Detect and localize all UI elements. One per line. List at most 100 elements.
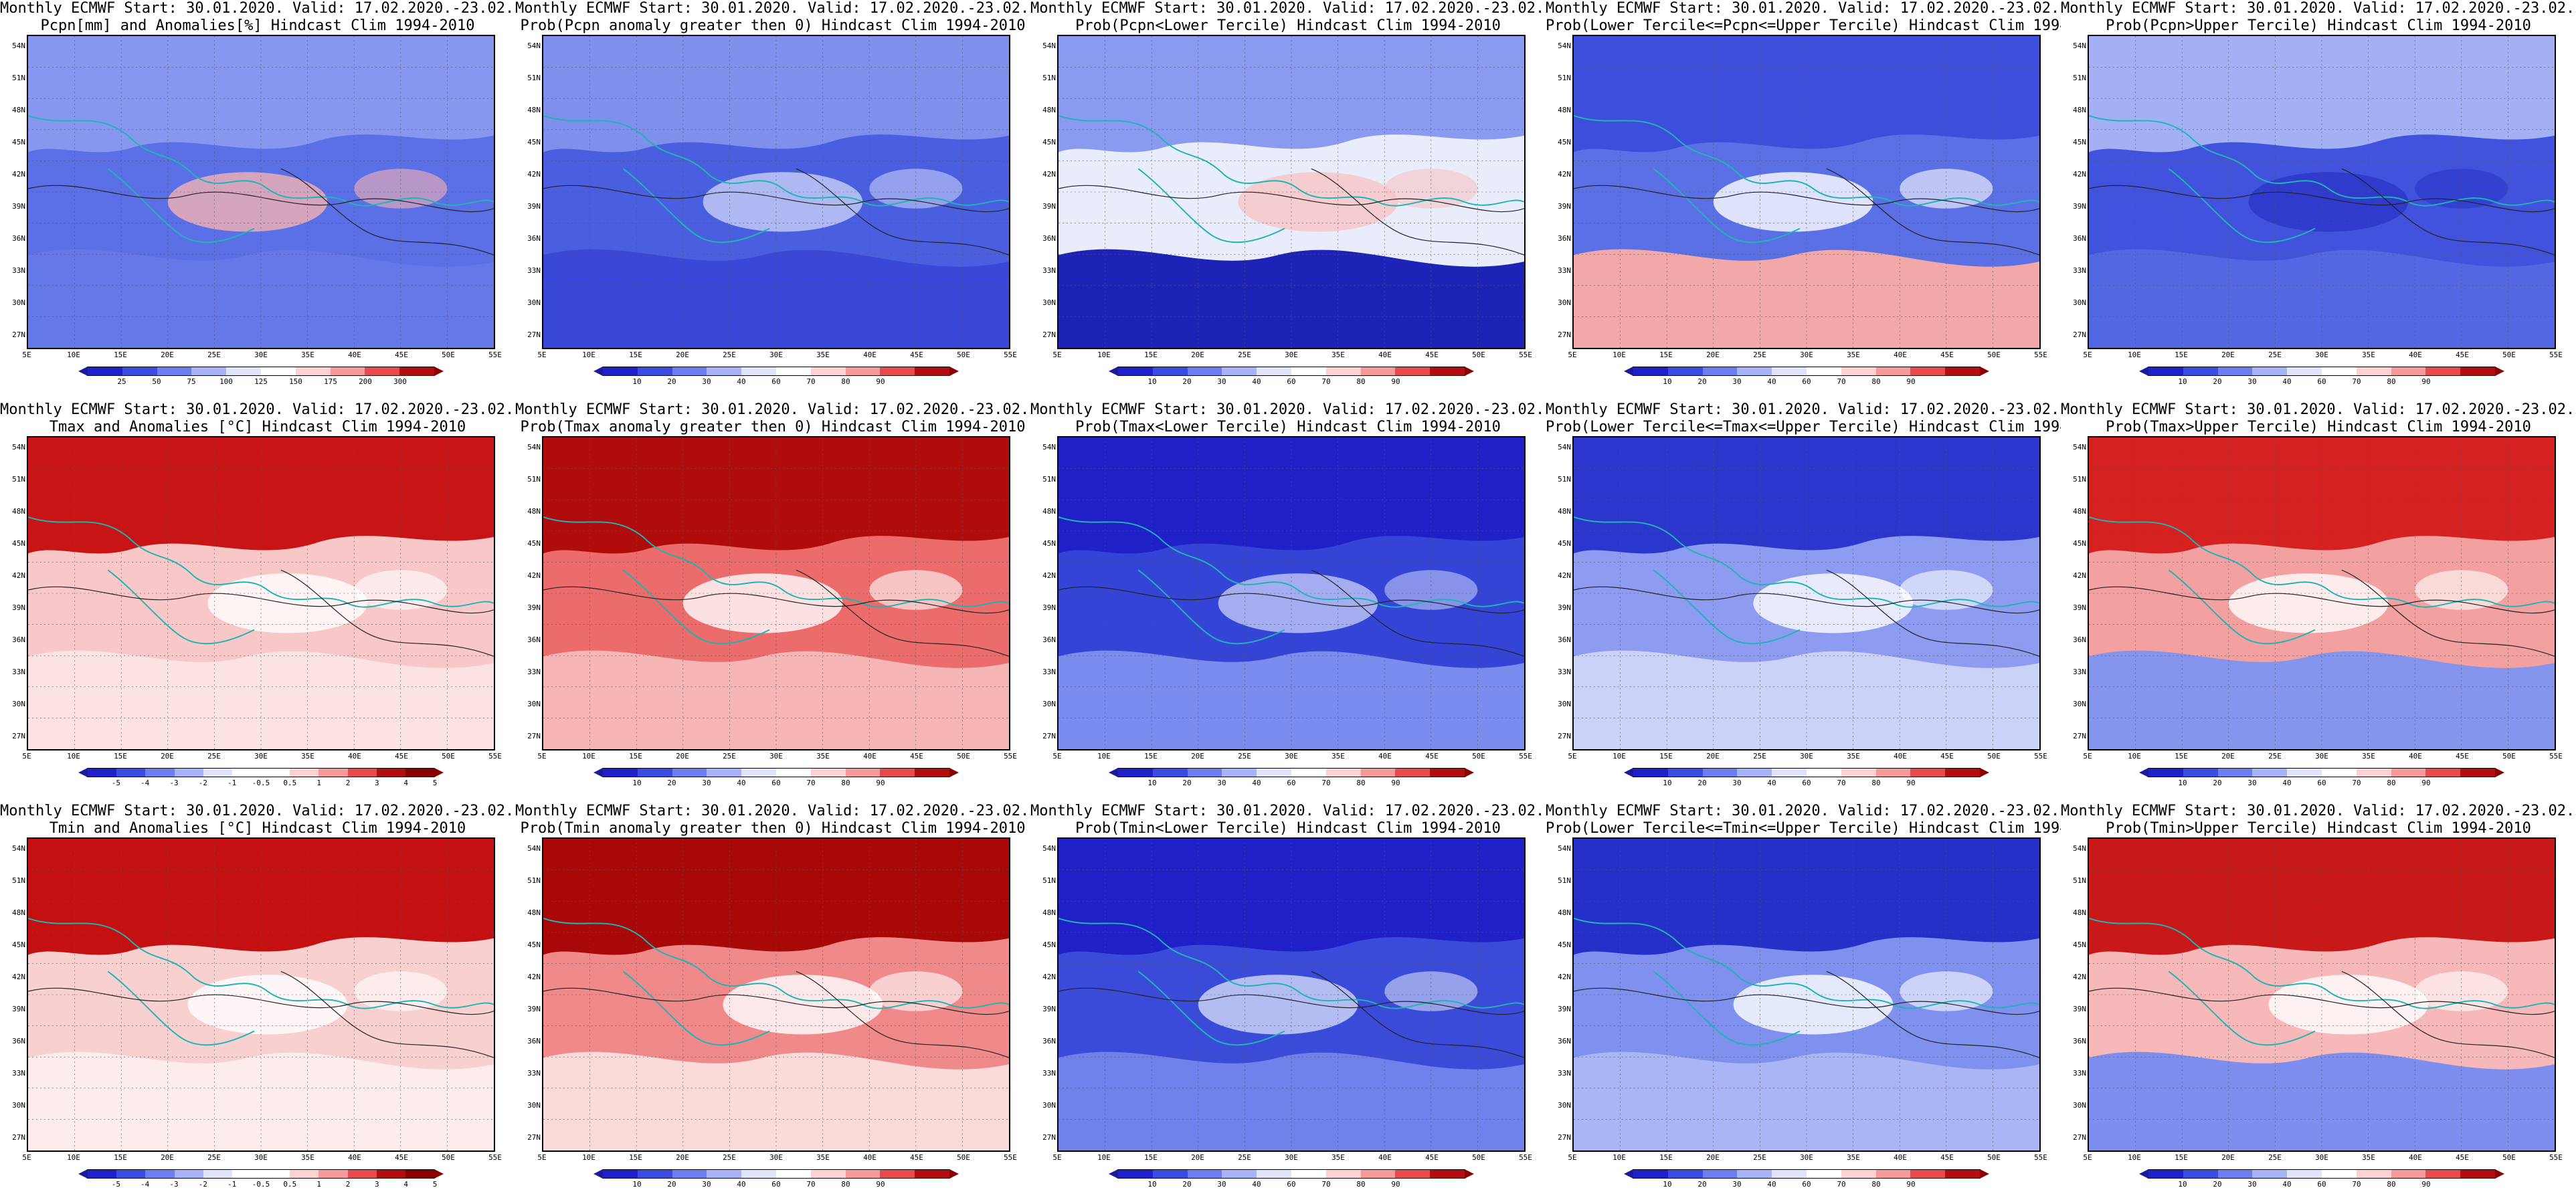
longitude-tick-label: 30E bbox=[769, 350, 783, 359]
colorbar-tick-label: 30 bbox=[1732, 377, 1742, 386]
colorbar-segment bbox=[2148, 367, 2183, 375]
colorbar-end-arrow bbox=[2495, 1169, 2504, 1179]
colorbar-segment bbox=[1325, 769, 1361, 777]
field-north-band bbox=[543, 36, 1009, 153]
longitude-tick-label: 40E bbox=[348, 350, 361, 359]
longitude-tick-label: 10E bbox=[1613, 752, 1626, 761]
colorbar-segment bbox=[318, 769, 348, 777]
colorbar-segment bbox=[2391, 367, 2426, 375]
panel-title-line1: Monthly ECMWF Start: 30.01.2020. Valid: … bbox=[0, 0, 515, 17]
colorbar-tick-label: 90 bbox=[1391, 779, 1400, 787]
longitude-tick-label: 5E bbox=[1052, 752, 1062, 761]
longitude-tick-label: 15E bbox=[1144, 1153, 1158, 1162]
latitude-tick-label: 39N bbox=[1042, 202, 1056, 211]
latitude-tick-label: 33N bbox=[1558, 668, 1571, 676]
latitude-tick-label: 51N bbox=[527, 475, 541, 484]
longitude-tick-label: 20E bbox=[161, 752, 174, 761]
colorbar-end-arrow bbox=[1624, 367, 1633, 376]
longitude-tick-label: 20E bbox=[1191, 350, 1204, 359]
coastline bbox=[1137, 971, 1285, 1046]
coastline bbox=[2168, 971, 2316, 1046]
longitude-tick-label: 45E bbox=[395, 752, 408, 761]
latitude-tick-label: 54N bbox=[527, 443, 541, 452]
colorbar-segment bbox=[880, 1170, 915, 1178]
longitude-tick-label: 40E bbox=[1894, 350, 1907, 359]
latitude-tick-label: 27N bbox=[2073, 330, 2086, 339]
colorbar-tick-label: 20 bbox=[667, 377, 676, 386]
colorbar-tick-label: 20 bbox=[1182, 377, 1192, 386]
colorbar-tick-label: 40 bbox=[737, 779, 746, 787]
latitude-tick-label: 39N bbox=[1558, 202, 1571, 211]
forecast-map bbox=[1572, 837, 2041, 1152]
longitude-tick-label: 30E bbox=[2315, 752, 2328, 761]
latitude-tick-label: 27N bbox=[527, 330, 541, 339]
latitude-tick-label: 51N bbox=[12, 74, 25, 82]
latitude-tick-label: 36N bbox=[12, 234, 25, 243]
colorbar-segment bbox=[2252, 1170, 2288, 1178]
panel-title: Monthly ECMWF Start: 30.01.2020. Valid: … bbox=[0, 401, 515, 439]
longitude-tick-label: 50E bbox=[442, 350, 455, 359]
colorbar-segment bbox=[2425, 1170, 2461, 1178]
colorbar-segment bbox=[1841, 1170, 1876, 1178]
colorbar-segment bbox=[1772, 367, 1807, 375]
latitude-tick-label: 45N bbox=[1042, 940, 1056, 949]
colorbar-segment bbox=[261, 1170, 290, 1178]
colorbar-tick-label: 2 bbox=[345, 1180, 351, 1189]
latitude-tick-label: 30N bbox=[1558, 1101, 1571, 1110]
latitude-tick-label: 54N bbox=[1042, 41, 1056, 50]
colorbar-tick-label: 10 bbox=[2178, 377, 2187, 386]
colorbar-ticks: 10 20 30 40 60 70 80 90 bbox=[602, 1180, 950, 1191]
longitude-tick-label: 55E bbox=[1519, 1153, 1532, 1162]
latitude-tick-label: 39N bbox=[2073, 202, 2086, 211]
field-south-band bbox=[543, 650, 1009, 749]
colorbar-end-arrow bbox=[1465, 768, 1474, 777]
field-south-band bbox=[543, 1051, 1009, 1150]
panel-title-line2: Prob(Pcpn<Lower Tercile) Hindcast Clim 1… bbox=[1075, 17, 1501, 34]
contour-line bbox=[28, 586, 494, 614]
latitude-tick-label: 51N bbox=[1042, 74, 1056, 82]
colorbar-segment bbox=[347, 1170, 377, 1178]
colorbar bbox=[78, 367, 444, 376]
longitude-tick-label: 50E bbox=[442, 752, 455, 761]
colorbar-tick-label: 70 bbox=[1837, 1180, 1846, 1189]
map-field-svg bbox=[1059, 36, 1524, 348]
colorbar-tick-label: -2 bbox=[198, 779, 207, 787]
latitude-tick-label: 42N bbox=[1042, 170, 1056, 179]
longitude-tick-label: 30E bbox=[1285, 350, 1298, 359]
panel-title-line2: Prob(Lower Tercile<=Pcpn<=Upper Tercile)… bbox=[1546, 17, 2061, 34]
colorbar-end-arrow bbox=[1109, 367, 1118, 376]
colorbar-segment bbox=[2252, 769, 2288, 777]
panel-title: Monthly ECMWF Start: 30.01.2020. Valid: … bbox=[2061, 803, 2576, 840]
colorbar-segment bbox=[603, 1170, 638, 1178]
latitude-tick-label: 33N bbox=[12, 668, 25, 676]
colorbar-ticks: 10 20 30 40 60 70 80 90 bbox=[1117, 377, 1465, 388]
latitude-tick-label: 51N bbox=[1558, 74, 1571, 82]
latitude-tick-label: 33N bbox=[2073, 668, 2086, 676]
colorbar-segment bbox=[1772, 1170, 1807, 1178]
map-field-svg bbox=[2089, 437, 2555, 749]
latitude-tick-label: 51N bbox=[2073, 876, 2086, 885]
map-field-svg bbox=[28, 437, 494, 749]
colorbar-tick-label: 70 bbox=[1321, 377, 1331, 386]
forecast-panel: Monthly ECMWF Start: 30.01.2020. Valid: … bbox=[0, 401, 515, 803]
forecast-panel: Monthly ECMWF Start: 30.01.2020. Valid: … bbox=[0, 803, 515, 1204]
contour-line bbox=[1574, 586, 2039, 614]
latitude-tick-label: 51N bbox=[2073, 475, 2086, 484]
latitude-tick-label: 48N bbox=[527, 106, 541, 114]
longitude-tick-label: 20E bbox=[1191, 1153, 1204, 1162]
longitude-tick-label: 15E bbox=[114, 1153, 127, 1162]
latitude-tick-label: 30N bbox=[12, 700, 25, 708]
longitude-tick-label: 40E bbox=[863, 752, 877, 761]
latitude-tick-label: 48N bbox=[1558, 106, 1571, 114]
latitude-tick-label: 45N bbox=[1558, 539, 1571, 548]
longitude-tick-label: 55E bbox=[2549, 1153, 2563, 1162]
colorbar-segment bbox=[2287, 769, 2322, 777]
panel-title-line1: Monthly ECMWF Start: 30.01.2020. Valid: … bbox=[0, 803, 515, 819]
longitude-tick-label: 40E bbox=[2409, 752, 2422, 761]
colorbar-tick-label: 150 bbox=[289, 377, 302, 386]
colorbar-tick-label: 40 bbox=[2282, 779, 2292, 787]
latitude-tick-label: 42N bbox=[2073, 973, 2086, 981]
panel-title-line2: Prob(Pcpn>Upper Tercile) Hindcast Clim 1… bbox=[2106, 17, 2531, 34]
colorbar bbox=[593, 1169, 959, 1179]
latitude-tick-label: 54N bbox=[1558, 844, 1571, 853]
